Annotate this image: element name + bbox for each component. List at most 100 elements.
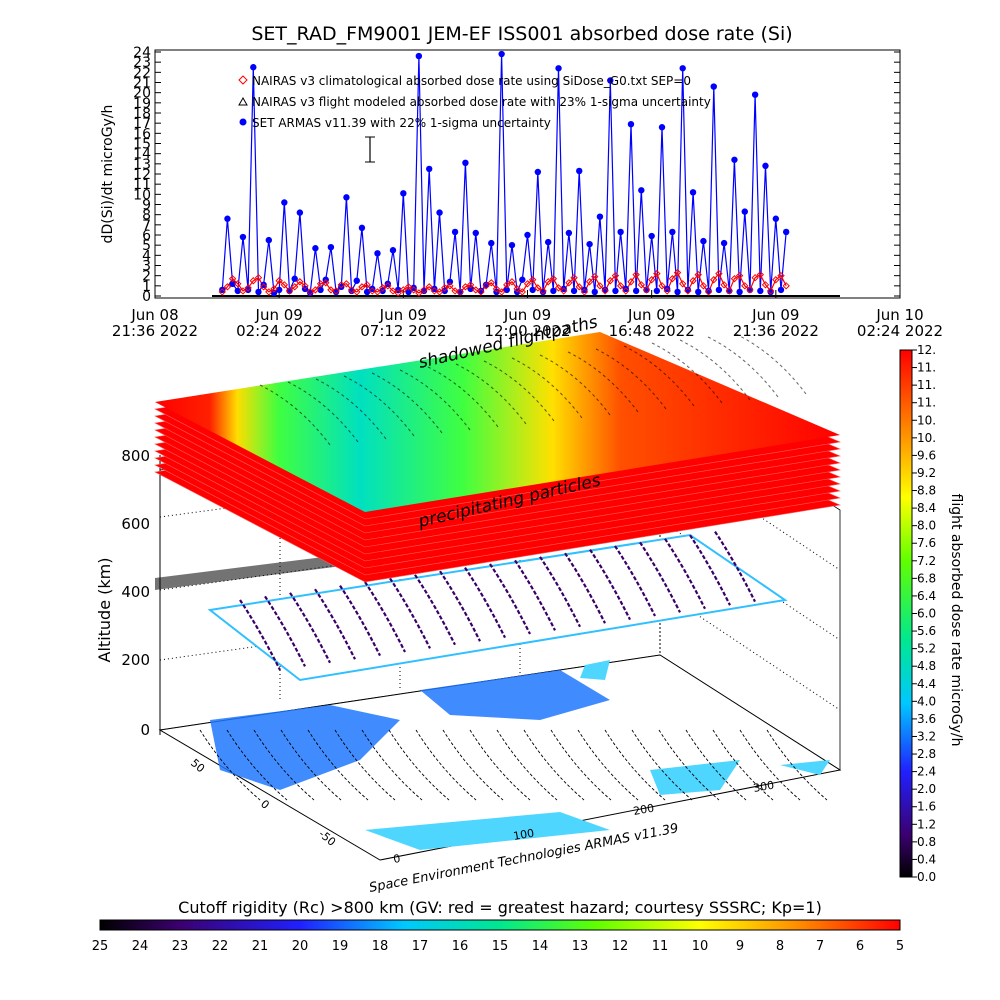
armas-point [674,288,681,296]
bottom-colorbar-tick-label: 8 [776,939,784,954]
shadowed-flightpath-lines [259,333,807,446]
nairas-point [704,288,713,296]
armas-point [219,286,226,294]
armas-point [467,285,474,293]
bottom-colorbar-tick-label: 24 [132,939,149,954]
shadowed-flightpath [707,336,779,398]
ground-track [604,729,666,801]
ground-track [361,729,423,801]
y-tick-label: 18 [133,106,151,122]
armas-point [596,213,604,220]
armas-point [317,286,324,294]
y-tick-label: 2 [142,269,151,285]
armas-point [638,187,645,194]
nairas-point [228,275,237,283]
orbit-track [639,541,681,613]
nairas-point [487,279,495,287]
y-tick-label: 19 [133,96,151,112]
nairas-point [611,271,620,280]
orbit-track [289,592,331,664]
armas-point [653,287,661,295]
nairas-point [642,286,651,294]
nairas-point [456,288,464,296]
chart-title: SET_RAD_FM9001 JEM-EF ISS001 absorbed do… [251,23,792,45]
shadowed-flightpath [567,351,639,413]
x-tick-label-time: 07:12 2022 [360,322,446,340]
right-colorbar-tick-label: 0.8 [917,835,936,849]
nairas-point [601,287,609,295]
right-colorbar-tick-label: 2.8 [917,747,936,761]
armas-point [431,285,438,293]
right-colorbar-tick-label: 8.0 [917,519,936,533]
armas-point [363,288,371,296]
ground-track [253,729,315,801]
nairas-point [306,288,314,296]
lon-tick-200: 200 [632,802,655,818]
nairas-point [585,278,594,286]
nairas-point [223,283,232,291]
ground-track [415,729,477,801]
right-colorbar-tick-label: 11. [917,361,936,375]
nairas-point [497,288,506,296]
armas-point [782,228,790,236]
armas-point [374,250,381,257]
armas-point [762,162,769,170]
armas-point [576,167,583,175]
armas-point [663,285,671,293]
ground-track [199,729,261,801]
nairas-point [658,282,666,290]
bottom-colorbar-tick-label: 21 [252,939,269,954]
armas-point [581,286,588,294]
armas-point [255,288,262,296]
x-tick-label-time: 21:36 2022 [112,322,198,340]
armas-point [519,276,526,283]
shadowed-flightpath [539,354,611,416]
shadowed-flightpath [651,342,723,404]
armas-point [400,190,407,197]
bottom-colorbar-tick-label: 18 [372,939,389,954]
x-tick-label-date: Jun 09 [627,306,675,324]
right-colorbar-tick-label: 5.2 [917,642,936,656]
shadowed-flightpath [287,381,359,443]
armas-point [348,287,355,295]
x-tick-label-date: Jun 09 [379,306,427,324]
nairas-point [689,277,697,285]
nairas-point [746,286,754,294]
armas-point [286,287,293,295]
armas-point [643,286,650,294]
armas-point [524,231,531,239]
nairas-point [435,288,444,296]
orbit-track [689,534,731,606]
armas-point [420,287,428,295]
nairas-point [523,280,532,288]
y-tick-label: 16 [133,126,151,142]
armas-point [503,286,511,294]
armas-point [265,236,273,244]
right-colorbar-tick-label: 8.4 [917,501,936,515]
armas-point [612,287,619,295]
x-tick-label-date: Jun 10 [875,306,923,324]
orbit-sheet [207,533,788,682]
armas-point [384,280,392,287]
nairas-point [766,287,775,295]
bottom-colorbar-tick-label: 20 [292,939,309,954]
nairas-point [477,288,485,296]
landmass-shape [650,760,740,795]
nairas-point [373,288,382,296]
z-axis-label: Altitude (km) [95,558,114,663]
right-colorbar-tick-label: 4.4 [917,677,936,691]
armas-point [741,208,748,215]
armas-point [705,287,712,295]
armas-point [260,281,267,289]
armas-point [565,229,573,237]
right-colorbar-tick-label: 8.8 [917,484,936,498]
nairas-point [290,283,299,291]
nairas-point [761,281,770,289]
nairas-point [554,284,563,292]
armas-point [482,281,490,289]
z-tick-200: 200 [121,651,150,669]
armas-point [700,237,707,245]
armas-point [617,228,624,236]
right-colorbar-tick-label: 3.2 [917,729,936,743]
